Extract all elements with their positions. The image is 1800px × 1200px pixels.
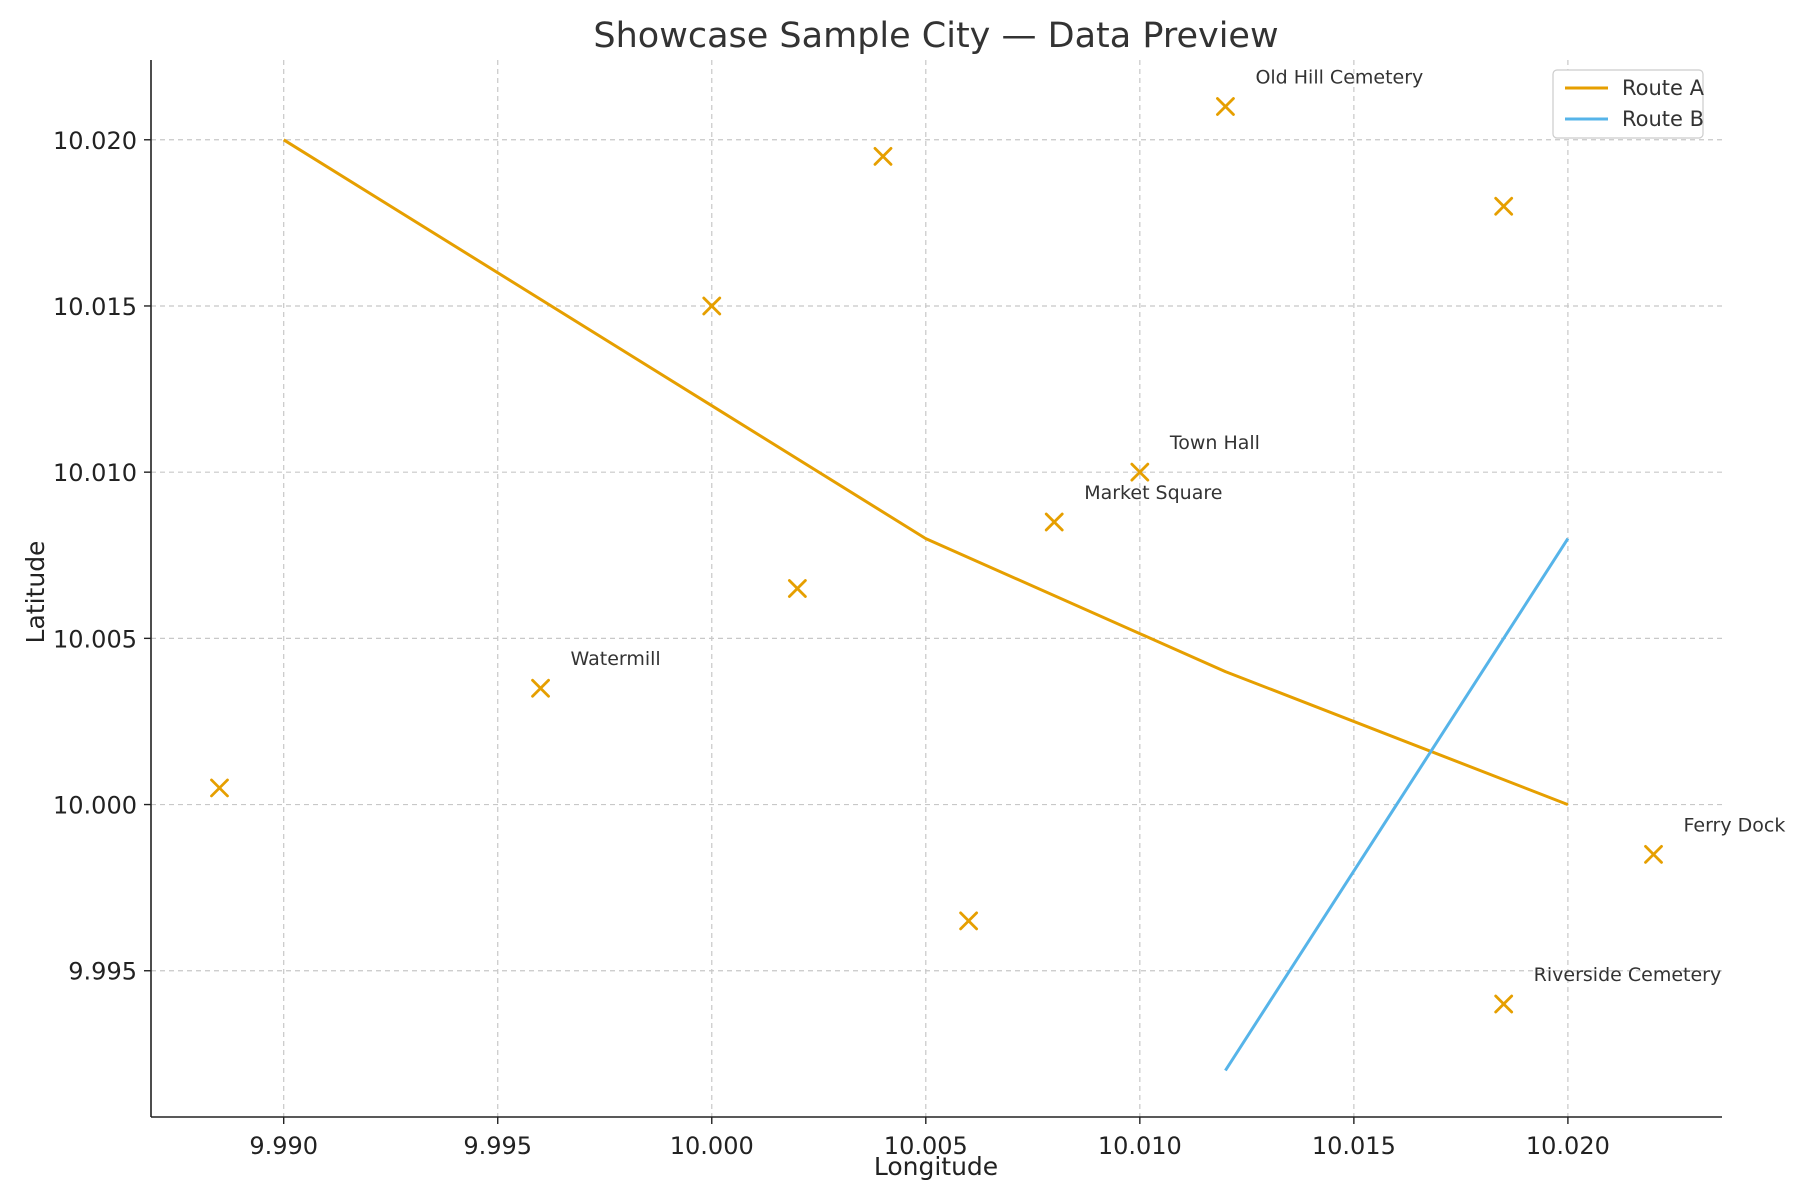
scatter-point-6 xyxy=(1044,512,1064,532)
legend-label-route-b: Route B xyxy=(1622,107,1704,131)
y-tick-label-3: 10.010 xyxy=(53,459,137,487)
scatter-point-11 xyxy=(1644,845,1663,864)
y-tick-label-4: 10.015 xyxy=(53,293,137,321)
series-line-route-b xyxy=(1224,537,1570,1072)
scatter-point-7 xyxy=(1130,462,1150,482)
x-tick-label-3: 10.005 xyxy=(884,1132,968,1160)
scatter-point-10 xyxy=(1494,994,1514,1014)
x-tick-label-2: 10.000 xyxy=(670,1132,754,1160)
chart-title: Showcase Sample City — Data Preview xyxy=(593,16,1278,56)
x-tick-label-0: 9.990 xyxy=(249,1132,318,1160)
x-axis-label: Longitude xyxy=(874,1152,998,1181)
x-tick-label-5: 10.015 xyxy=(1312,1132,1396,1160)
point-annotation-11: Ferry Dock xyxy=(1684,814,1786,836)
x-tick-label-4: 10.010 xyxy=(1098,1132,1182,1160)
axes-layer: 9.990 9.995 10.000 10.005 10.010 10.015 10.020… xyxy=(53,60,1722,1160)
point-annotation-6: Market Square xyxy=(1084,482,1222,504)
legend-label-route-a: Route A xyxy=(1622,76,1705,100)
y-tick-label-5: 10.020 xyxy=(53,127,137,155)
x-tick-label-6: 10.020 xyxy=(1526,1132,1610,1160)
point-annotation-10: Riverside Cemetery xyxy=(1534,964,1722,986)
point-annotation-1: Watermill xyxy=(571,648,661,670)
scatter-point-8 xyxy=(1216,97,1235,116)
scatter-point-3 xyxy=(787,579,807,598)
scatter-point-4 xyxy=(873,146,893,166)
scatter-point-9 xyxy=(1494,196,1514,216)
y-tick-label-1: 10.000 xyxy=(53,792,137,820)
scatter-point-5 xyxy=(959,911,979,931)
y-axis-label: Latitude xyxy=(21,541,50,644)
point-annotation-7: Town Hall xyxy=(1169,432,1260,454)
scatter-point-1 xyxy=(531,678,550,698)
point-annotation-8: Old Hill Cemetery xyxy=(1255,67,1423,89)
scatter-point-2 xyxy=(702,296,722,316)
points-layer: Watermill Market Square Town Hall Old Hill … xyxy=(210,67,1786,1014)
series-layer xyxy=(282,138,1570,1072)
series-line-route-a xyxy=(282,138,1569,806)
legend: Route A Route B xyxy=(1552,69,1705,139)
x-tick-label-1: 9.995 xyxy=(463,1132,532,1160)
scatter-point-0 xyxy=(210,778,229,798)
grid-layer xyxy=(151,60,1722,1117)
y-tick-label-0: 9.995 xyxy=(68,958,137,986)
y-tick-label-2: 10.005 xyxy=(53,625,137,653)
